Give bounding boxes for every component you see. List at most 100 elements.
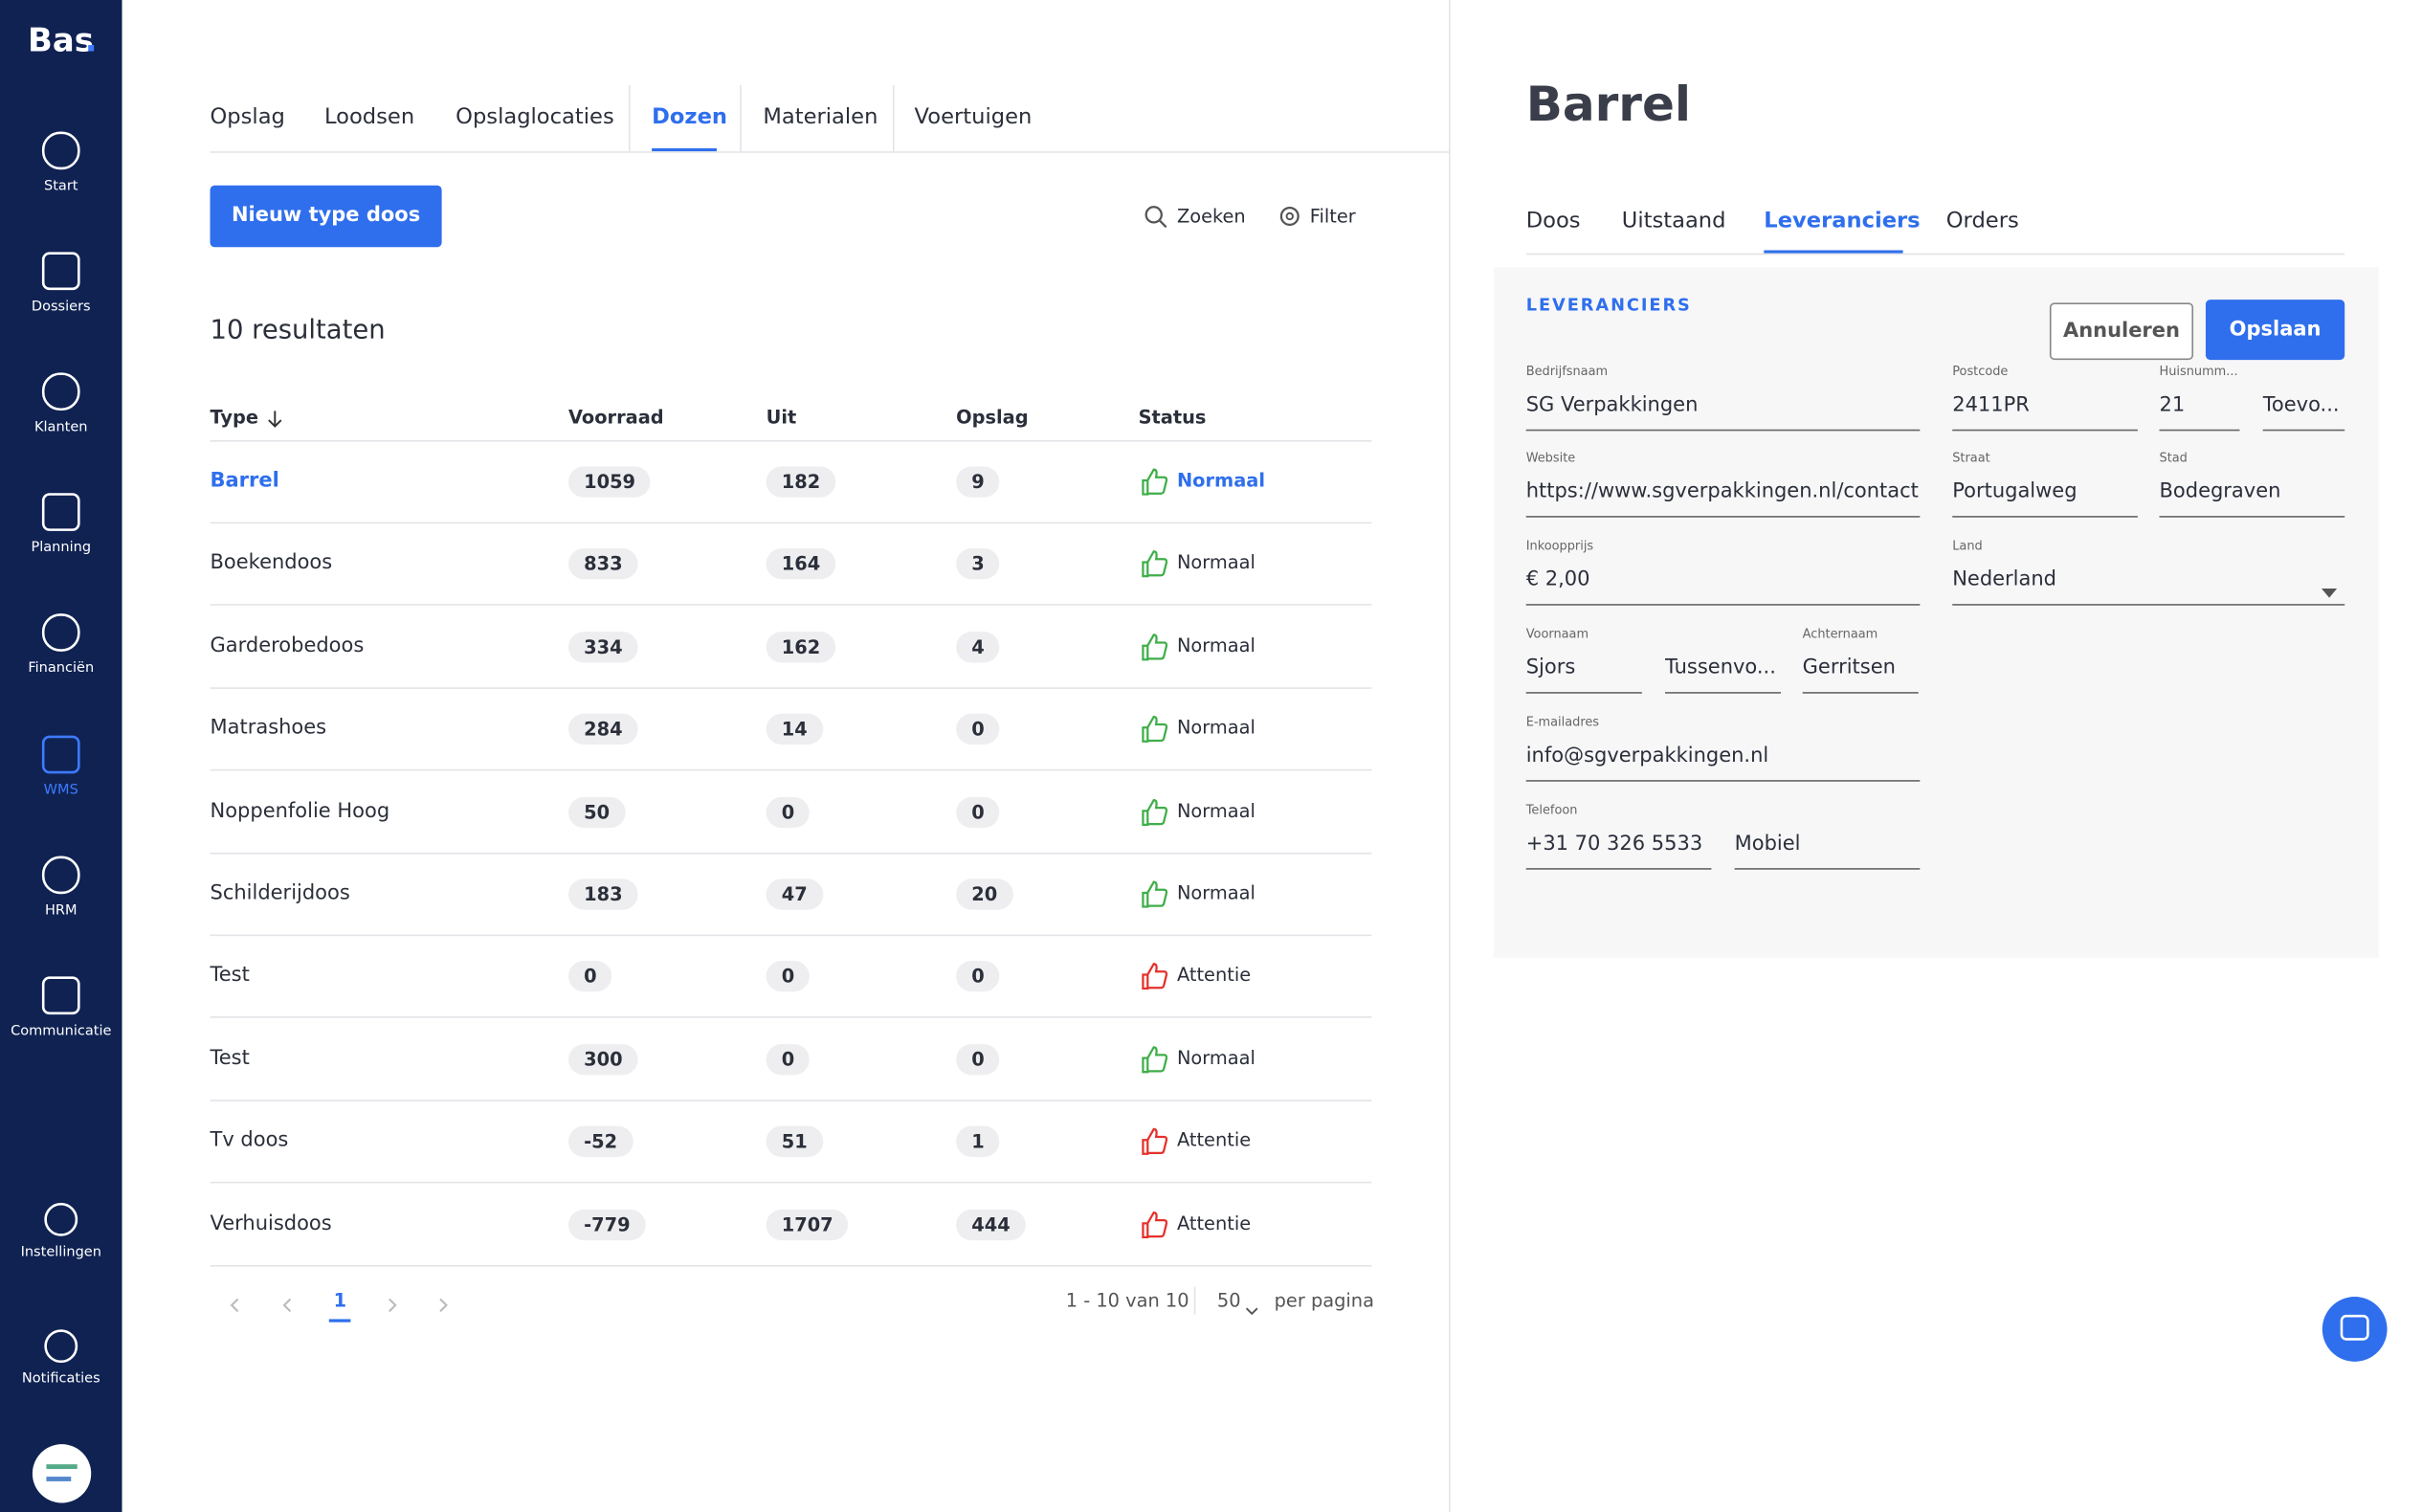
field-value[interactable]: Toevo... (2262, 393, 2340, 417)
field-value[interactable]: Portugalweg (1952, 479, 2078, 504)
column-header: Status (1138, 406, 1207, 429)
status-icon (1139, 878, 1168, 909)
field-underline (1525, 868, 1712, 870)
page-separator (1193, 1286, 1196, 1315)
tab[interactable]: Opslaglocaties (456, 104, 614, 130)
field-label: Postcode (1952, 364, 2009, 379)
type-cell[interactable]: Test (210, 1047, 250, 1071)
nav-icon-svg (41, 856, 80, 895)
nav-label[interactable]: Instellingen (20, 1244, 101, 1261)
field-underline (1802, 692, 1919, 694)
page-nav[interactable] (383, 1291, 401, 1313)
type-cell[interactable]: Test (210, 964, 250, 989)
column-header[interactable]: Type (210, 406, 259, 429)
dropdown-caret[interactable] (2321, 576, 2338, 598)
nav-icon[interactable] (40, 611, 82, 654)
detail-tab[interactable]: Doos (1525, 208, 1581, 233)
field-value[interactable]: 2411PR (1952, 393, 2030, 417)
new-button[interactable]: Nieuw type doos (210, 185, 442, 248)
field-value[interactable]: Gerritsen (1802, 656, 1896, 680)
nav-icon-svg (41, 613, 80, 652)
field-value[interactable]: https://www.sgverpakkingen.nl/contact (1525, 479, 1919, 504)
page-number[interactable]: 1 (333, 1289, 347, 1312)
field-value[interactable]: Mobiel (1734, 832, 1801, 856)
tab[interactable]: Opslag (210, 104, 285, 130)
cancel-button[interactable]: Annuleren (2049, 302, 2194, 361)
field-value[interactable]: € 2,00 (1525, 567, 1590, 592)
status-icon-svg (1142, 468, 1168, 496)
count-badge: 284 (567, 714, 638, 745)
per-page-caret[interactable] (1245, 1295, 1259, 1316)
row-line (210, 1182, 1372, 1184)
filter[interactable]: Filter (1309, 205, 1356, 228)
field-value[interactable]: 21 (2159, 393, 2186, 417)
detail-tab[interactable]: Leveranciers (1764, 208, 1921, 233)
nav-label[interactable]: Communicatie (11, 1024, 112, 1040)
status-icon (1139, 632, 1168, 662)
nav-label[interactable]: Dossiers (31, 300, 91, 316)
field-value[interactable]: Tussenvo... (1664, 656, 1776, 680)
field-value[interactable]: info@sgverpakkingen.nl (1525, 744, 1769, 768)
status-text: Attentie (1176, 1212, 1252, 1234)
field-label: Stad (2159, 451, 2188, 465)
tab[interactable]: Materialen (763, 104, 878, 130)
nav-icon[interactable] (40, 250, 82, 292)
detail-tab[interactable]: Uitstaand (1621, 208, 1726, 233)
nav-label[interactable]: Notificaties (21, 1371, 100, 1388)
count-badge: 0 (956, 961, 1000, 992)
sort-icon[interactable] (266, 407, 284, 429)
nav-icon[interactable] (40, 855, 82, 897)
field-value[interactable]: SG Verpakkingen (1525, 393, 1699, 417)
row-line (210, 769, 1372, 771)
search-icon[interactable] (1143, 204, 1167, 229)
count-badge: -52 (567, 1125, 633, 1158)
logo-dot: . (84, 21, 98, 59)
nav-icon[interactable] (40, 1325, 82, 1367)
row-line (210, 1016, 1372, 1019)
detail-tab[interactable]: Orders (1945, 208, 2019, 233)
field-value[interactable]: Bodegraven (2159, 479, 2281, 504)
nav-icon[interactable] (40, 491, 82, 533)
field-label: Huisnumm... (2159, 364, 2238, 379)
per-page[interactable]: 50 (1216, 1289, 1241, 1312)
field-value[interactable]: Nederland (1952, 567, 2056, 592)
type-cell[interactable]: Schilderijdoos (210, 881, 350, 905)
type-cell[interactable]: Matrashoes (210, 717, 327, 741)
page-nav[interactable] (226, 1291, 244, 1313)
nav-icon[interactable] (40, 130, 82, 172)
count-badge: 1707 (766, 1209, 849, 1240)
tab[interactable]: Voertuigen (914, 104, 1033, 130)
status-text: Normaal (1176, 799, 1255, 822)
save-button[interactable]: Opslaan (2205, 300, 2345, 361)
count-badge: 164 (766, 548, 836, 580)
nav-icon[interactable] (40, 734, 82, 776)
tab[interactable]: Loodsen (323, 104, 415, 130)
type-cell[interactable]: Garderobedoos (210, 634, 365, 658)
nav-label[interactable]: Start (44, 179, 78, 195)
field-value[interactable]: Sjors (1525, 656, 1576, 680)
nav-label[interactable]: Planning (31, 540, 92, 557)
nav-icon[interactable] (40, 1199, 82, 1241)
page-nav[interactable] (434, 1291, 453, 1313)
chat-button[interactable] (2322, 1296, 2388, 1362)
status-icon-svg (1142, 880, 1168, 908)
type-cell[interactable]: Verhuisdoos (210, 1212, 332, 1235)
nav-label[interactable]: Financiën (28, 660, 95, 677)
filter-icon[interactable] (1278, 204, 1302, 229)
search[interactable]: Zoeken (1176, 205, 1246, 228)
type-cell[interactable]: Barrel (210, 469, 279, 493)
page-nav[interactable] (278, 1291, 297, 1313)
avatar[interactable] (31, 1443, 93, 1505)
tab[interactable]: Dozen (652, 104, 728, 130)
field-label: Land (1952, 539, 1983, 553)
nav-label[interactable]: WMS (43, 783, 78, 799)
nav-icon[interactable] (40, 370, 82, 412)
nav-label[interactable]: HRM (44, 903, 78, 920)
field-value[interactable]: +31 70 326 5533 (1525, 832, 1703, 856)
type-cell[interactable]: Noppenfolie Hoog (210, 799, 390, 823)
nav-icon[interactable] (40, 974, 82, 1016)
status-icon-svg (1142, 1211, 1168, 1238)
type-cell[interactable]: Tv doos (210, 1129, 289, 1153)
type-cell[interactable]: Boekendoos (210, 551, 333, 576)
nav-label[interactable]: Klanten (33, 420, 88, 436)
